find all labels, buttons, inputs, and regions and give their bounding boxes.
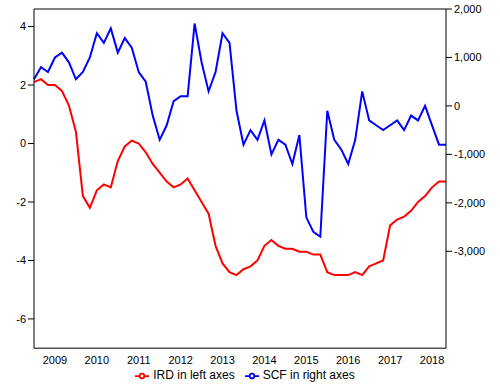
html-text:IRD in left axes: IRD in left axes [153,368,235,383]
svg-text:2009: 2009 [43,354,67,366]
svg-text:2013: 2013 [210,354,234,366]
svg-text:-2,000: -2,000 [454,197,485,209]
svg-text:2,000: 2,000 [454,3,482,15]
svg-text:2018: 2018 [420,354,444,366]
svg-text:-1,000: -1,000 [454,148,485,160]
svg-text:2017: 2017 [378,354,402,366]
svg-text:2010: 2010 [85,354,109,366]
svg-text:2014: 2014 [252,354,276,366]
svg-text:2015: 2015 [294,354,318,366]
html-text:SCF in right axes: SCF in right axes [262,368,355,383]
svg-text:2: 2 [20,79,26,91]
svg-text:4: 4 [20,20,26,32]
svg-text:-3,000: -3,000 [454,245,485,257]
svg-text:2012: 2012 [168,354,192,366]
svg-text:0: 0 [454,100,460,112]
svg-text:1,000: 1,000 [454,51,482,63]
svg-text:2016: 2016 [336,354,360,366]
svg-text:0: 0 [20,137,26,149]
svg-text:-4: -4 [16,254,26,266]
svg-text:2011: 2011 [127,354,151,366]
svg-text:-2: -2 [16,196,26,208]
svg-text:-6: -6 [16,313,26,325]
